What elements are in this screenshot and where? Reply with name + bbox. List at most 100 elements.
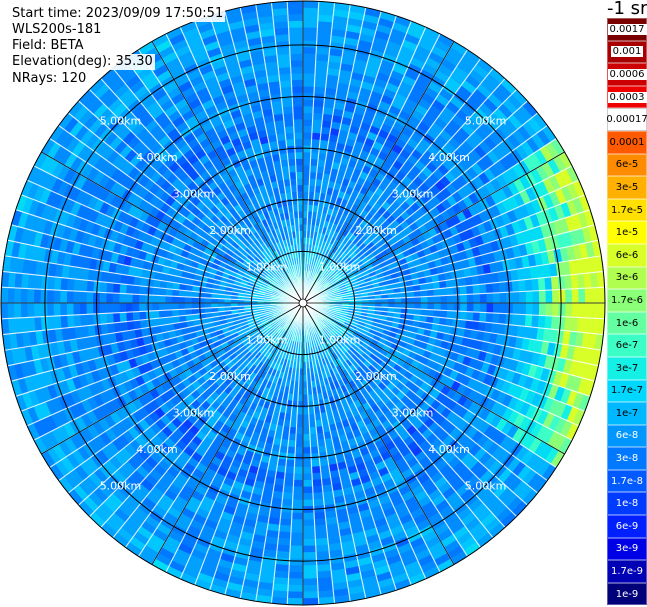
- ppi-cell: [551, 302, 560, 317]
- ppi-cell: [73, 290, 81, 304]
- ppi-cell: [20, 317, 29, 333]
- ppi-cell: [47, 315, 56, 330]
- ppi-cell: [302, 151, 312, 159]
- ppi-cell: [524, 314, 533, 328]
- ppi-cell: [13, 302, 22, 319]
- ppi-cell: [302, 1, 320, 9]
- ppi-cell: [310, 446, 319, 455]
- ppi-cell: [317, 583, 334, 592]
- ppi-cell: [99, 281, 108, 293]
- ppi-cell: [302, 584, 319, 593]
- ppi-cell: [486, 302, 494, 314]
- ppi-cell: [295, 433, 304, 442]
- ppi-cell: [302, 525, 316, 533]
- ppi-cell: [302, 512, 315, 520]
- ppi-cell: [191, 296, 199, 304]
- ppi-cell: [309, 433, 318, 441]
- ppi-cell: [302, 73, 316, 81]
- ppi-cell: [33, 302, 41, 318]
- ppi-cell: [66, 314, 75, 328]
- ppi-cell: [302, 145, 312, 153]
- ppi-cell: [285, 459, 295, 468]
- ppi-cell: [105, 302, 114, 314]
- ppi-cell: [414, 302, 422, 310]
- ppi-cell: [315, 550, 330, 559]
- ppi-cell: [46, 302, 55, 317]
- ppi-cell: [112, 302, 120, 314]
- ppi-cell: [40, 302, 48, 317]
- ppi-cell: [293, 466, 304, 474]
- ppi-cell: [27, 302, 35, 318]
- ppi-cell: [27, 316, 36, 333]
- ppi-cell: [178, 302, 186, 310]
- ppi-cell: [317, 20, 333, 29]
- ppi-cell: [447, 294, 455, 304]
- ppi-cell: [512, 291, 520, 304]
- ppi-cell: [302, 20, 318, 28]
- ppi-cell: [33, 316, 43, 332]
- ppi-cell: [479, 302, 488, 313]
- ppi-cell: [53, 302, 61, 317]
- ppi-cell: [302, 407, 310, 415]
- ppi-cell: [545, 302, 553, 317]
- ppi-cell: [315, 537, 329, 546]
- ppi-cell: [66, 278, 75, 292]
- ppi-cell: [584, 302, 593, 319]
- ppi-cell: [295, 440, 304, 448]
- ppi-cell: [446, 287, 455, 296]
- ppi-cell: [302, 414, 310, 422]
- ppi-cell: [99, 302, 107, 314]
- ppi-cell: [518, 314, 527, 327]
- ppi-cell: [287, 439, 296, 448]
- ppi-cell: [292, 499, 304, 507]
- ppi-cell: [7, 302, 15, 319]
- ppi-cell: [312, 112, 324, 121]
- ppi-cell: [302, 571, 318, 579]
- ppi-cell: [315, 47, 330, 56]
- ppi-cell: [151, 294, 159, 304]
- ppi-cell: [171, 302, 179, 311]
- ppi-cell: [565, 302, 573, 318]
- ppi-cell: [316, 27, 333, 36]
- ppi-cell: [288, 571, 304, 579]
- ppi-cell: [316, 33, 332, 43]
- ppi-cell: [498, 281, 507, 293]
- ppi-cell: [492, 312, 500, 324]
- ppi-cell: [302, 447, 312, 455]
- ppi-cell: [288, 433, 297, 441]
- ppi-cell: [106, 312, 114, 324]
- ppi-cell: [519, 302, 527, 315]
- ppi-cell: [486, 292, 494, 304]
- ppi-cell: [302, 164, 311, 173]
- ppi-cell: [292, 492, 304, 501]
- ppi-cell: [420, 296, 428, 304]
- ppi-cell: [293, 479, 304, 488]
- ppi-cell: [274, 563, 290, 573]
- ppi-cell: [460, 302, 468, 312]
- ppi-cell: [583, 317, 592, 334]
- ppi-cell: [112, 282, 121, 294]
- ppi-cell: [164, 295, 173, 304]
- ppi-cell: [296, 414, 304, 422]
- ppi-cell: [282, 485, 294, 494]
- ppi-cell: [292, 486, 304, 494]
- ppi-cell: [472, 311, 481, 322]
- ppi-cell: [315, 60, 329, 69]
- ppi-cell: [276, 544, 291, 553]
- ppi-cell: [59, 302, 68, 316]
- ppi-cell: [66, 290, 74, 304]
- ppi-cell: [466, 302, 474, 313]
- ppi-cell: [112, 292, 120, 304]
- ppi-cell: [317, 577, 333, 586]
- ppi-cell: [291, 512, 304, 520]
- ppi-cell: [472, 284, 481, 295]
- ppi-cell: [302, 551, 317, 560]
- ppi-cell: [447, 302, 455, 312]
- ppi-cell: [302, 86, 315, 94]
- ppi-cell: [59, 290, 68, 304]
- ppi-cell: [279, 518, 292, 527]
- ppi-cell: [302, 132, 313, 140]
- ppi-cell: [302, 565, 318, 573]
- ppi-cell: [519, 291, 527, 304]
